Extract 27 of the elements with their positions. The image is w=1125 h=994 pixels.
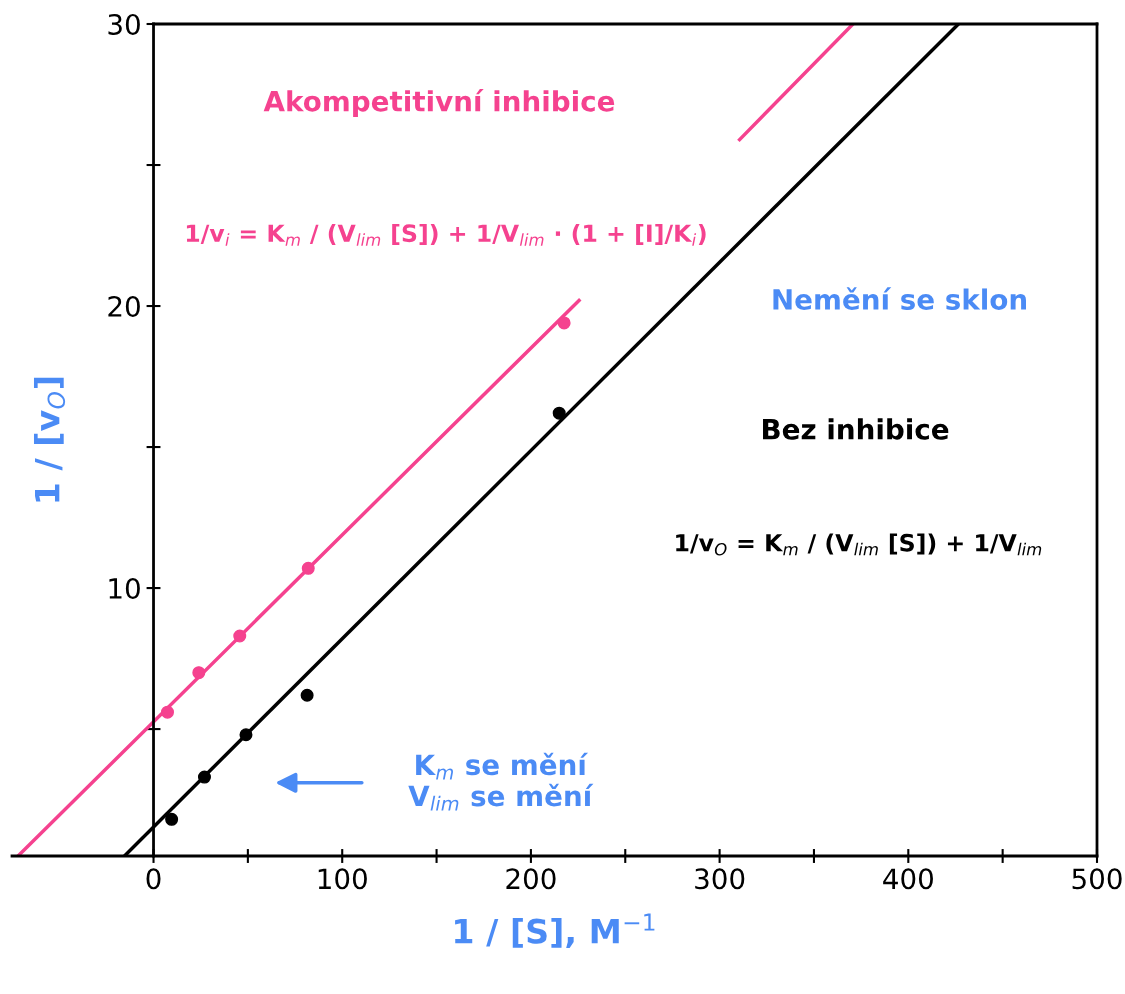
point xyxy=(197,770,211,784)
y-tick-label: 10 xyxy=(109,578,140,600)
point xyxy=(557,316,571,330)
x-tick-label: 400 xyxy=(883,868,933,890)
text: K$_{m}$ se mění V$_{lim}$ se mění xyxy=(408,752,594,811)
y-tick-label: 30 xyxy=(108,13,140,35)
annotation: Bez inhibice xyxy=(763,418,949,440)
point xyxy=(300,688,314,702)
point xyxy=(552,406,566,420)
point xyxy=(192,666,206,680)
x-tick-label: 100 xyxy=(318,868,367,890)
x-tick-label: 0 xyxy=(146,868,161,890)
x-axis-title: 1 / [S], M$^{−1}$ xyxy=(455,913,655,949)
y-tick-label: 20 xyxy=(108,295,140,317)
point xyxy=(301,561,315,575)
point xyxy=(239,728,253,742)
annotation: Akompetitivní inhibice xyxy=(263,89,615,118)
x-tick-label: 200 xyxy=(506,868,556,890)
annotation: Nemění se sklon xyxy=(773,287,1026,310)
annotation: 1/v$_{O}$ = K$_{m}$ / (V$_{lim}$ [S]) + 1/V$_{lim}$ xyxy=(676,533,1042,556)
x-tick-label: 500 xyxy=(1072,868,1122,890)
point xyxy=(165,812,179,826)
point xyxy=(233,629,247,643)
y-axis-title: 1 / [v$_{O}$] xyxy=(33,377,66,502)
x-tick-label: 300 xyxy=(695,868,745,890)
text: 1/v$_{i}$ = K$_{m}$ / (V$_{lim}$ [S]) + 1/V$_{lim}$ · (1 + [I]/K$_{i}$) xyxy=(186,223,706,246)
point xyxy=(160,705,174,719)
